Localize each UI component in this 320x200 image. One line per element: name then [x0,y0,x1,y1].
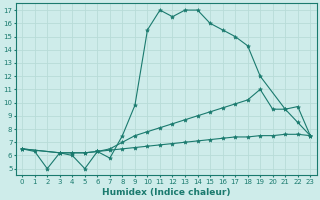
X-axis label: Humidex (Indice chaleur): Humidex (Indice chaleur) [102,188,230,197]
